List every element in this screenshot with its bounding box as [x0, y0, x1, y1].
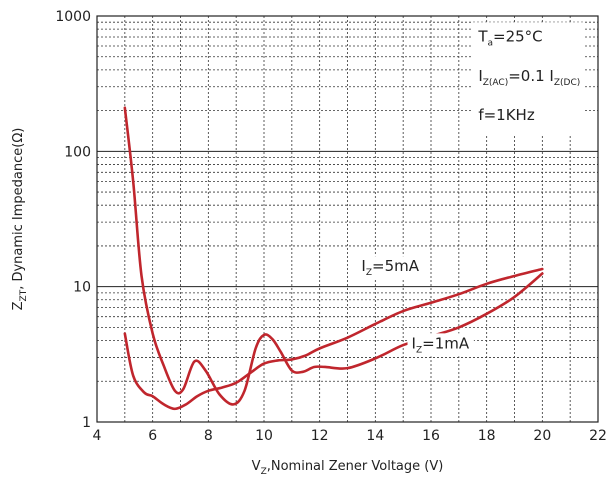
- x-tick-label: 8: [204, 428, 213, 444]
- condition-frequency: f=1KHz: [478, 106, 535, 124]
- series-line-5ma: [123, 106, 544, 406]
- condition-temperature: Ta=25°C: [477, 27, 542, 48]
- y-tick-label: 100: [64, 144, 91, 160]
- condition-current-ratio: IZ(AC)=0.1 IZ(DC): [478, 67, 580, 88]
- y-tick-label: 1000: [55, 9, 91, 25]
- x-tick-label: 6: [148, 428, 157, 444]
- plot-frame: [96, 15, 599, 423]
- x-tick-label: 16: [422, 428, 440, 444]
- y-tick-label: 10: [73, 280, 91, 296]
- x-tick-label: 20: [533, 428, 551, 444]
- tick-labels: 4 6 8 10 12 14 16 18 20 22 1 10 100 1000: [55, 9, 607, 444]
- series-layer: [123, 106, 544, 411]
- x-tick-label: 14: [366, 428, 384, 444]
- series-label-box-1ma: [407, 333, 474, 357]
- y-tick-label: 1: [82, 415, 91, 431]
- x-tick-label: 10: [255, 428, 273, 444]
- x-tick-label: 4: [93, 428, 102, 444]
- series-label-5ma: IZ=5mA: [361, 257, 419, 278]
- x-tick-label: 22: [589, 428, 607, 444]
- series-label-box-5ma: [357, 256, 424, 280]
- x-axis-label: VZ,Nominal Zener Voltage (V): [252, 459, 444, 477]
- x-tick-label: 18: [478, 428, 496, 444]
- y-axis-label: ZZT, Dynamic Impedance(Ω): [11, 128, 29, 311]
- conditions-box: [472, 22, 584, 136]
- series-line-1ma: [123, 267, 544, 411]
- x-tick-label: 12: [311, 428, 329, 444]
- series-label-1ma: IZ=1mA: [412, 334, 470, 355]
